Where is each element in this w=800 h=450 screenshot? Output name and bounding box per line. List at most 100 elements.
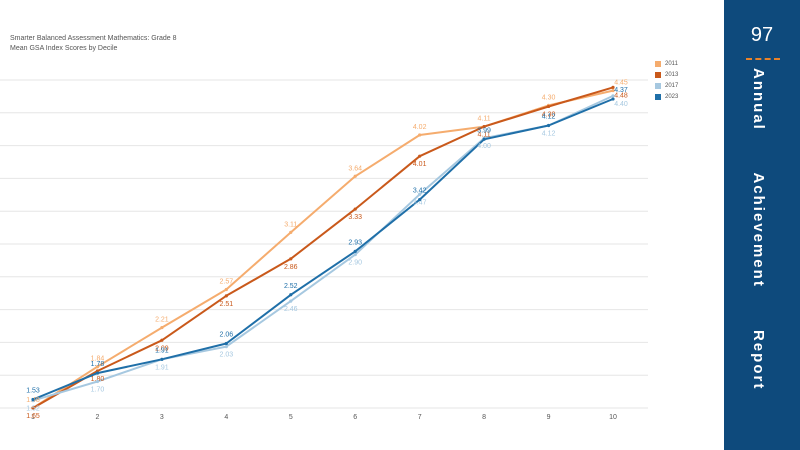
data-point-2013 — [546, 104, 551, 109]
data-label-2023: 1.78 — [91, 361, 105, 368]
x-tick-label: 3 — [160, 414, 164, 421]
legend-item-2013: 2013 — [655, 70, 678, 80]
chart-title: Smarter Balanced Assessment Mathematics:… — [10, 35, 177, 42]
data-label-2017: 4.00 — [477, 143, 491, 150]
data-label-2013: 3.33 — [348, 214, 362, 221]
data-point-2017 — [289, 299, 293, 303]
line-chart: 123456789101.481.842.212.573.113.644.024… — [0, 79, 648, 421]
data-label-2013: 2.09 — [155, 345, 169, 352]
data-point-2023 — [31, 397, 35, 402]
x-tick-label: 6 — [353, 414, 357, 421]
data-label-2017: 1.70 — [91, 387, 105, 394]
report-title: Annual Achievement Report — [750, 68, 767, 391]
chart-subtitle: Mean GSA Index Scores by Decile — [10, 45, 118, 52]
data-point-2023 — [611, 97, 615, 101]
data-label-2023: 1.91 — [155, 347, 169, 354]
series-line-2023 — [32, 98, 614, 401]
data-label-2013: 4.30 — [542, 111, 556, 118]
data-point-2017 — [224, 345, 228, 349]
page-number: 97 — [750, 24, 774, 46]
data-label-2017: 2.46 — [284, 306, 298, 313]
legend-swatch-2017 — [655, 83, 661, 89]
data-label-2017: 4.12 — [542, 130, 556, 137]
data-label-2011: 3.64 — [348, 165, 362, 172]
data-point-2011 — [418, 133, 422, 137]
data-label-2011: 4.11 — [478, 116, 491, 123]
series-line-2017 — [32, 94, 614, 402]
data-point-2023 — [546, 123, 551, 128]
x-tick-label: 7 — [418, 414, 422, 421]
x-tick-label: 2 — [95, 414, 99, 421]
data-point-2013 — [160, 338, 164, 342]
x-tick-label: 4 — [224, 414, 228, 421]
data-label-2017: 1.91 — [155, 364, 169, 371]
data-label-2023: 3.42 — [413, 188, 427, 195]
data-point-2017 — [353, 252, 357, 257]
data-label-2011: 2.21 — [155, 317, 169, 324]
data-point-2011 — [289, 230, 293, 234]
series-line-2013 — [32, 86, 614, 409]
data-label-2013: 4.01 — [413, 161, 427, 168]
chart-area: Smarter Balanced Assessment Mathematics:… — [0, 35, 678, 421]
x-tick-label: 1 — [31, 414, 35, 421]
data-point-2013 — [353, 207, 357, 211]
data-label-2011: 3.11 — [284, 221, 297, 228]
data-point-2011 — [353, 174, 357, 178]
data-label-2023: 3.99 — [477, 127, 491, 134]
data-label-2013: 2.86 — [284, 264, 298, 271]
data-label-2017: 4.40 — [614, 101, 628, 108]
data-label-2023: 2.52 — [284, 283, 298, 290]
data-point-2017 — [95, 379, 100, 384]
data-label-2011: 4.02 — [413, 124, 427, 131]
data-point-2023 — [482, 137, 486, 141]
data-label-2017: 1.52 — [26, 406, 40, 413]
data-point-2013 — [482, 124, 486, 129]
x-tick-label: 8 — [482, 414, 486, 421]
data-label-2017: 3.47 — [413, 199, 427, 206]
x-tick-label: 9 — [547, 414, 551, 421]
data-point-2013 — [418, 154, 422, 158]
data-label-2013: 1.65 — [26, 413, 40, 420]
data-point-2011 — [160, 325, 164, 330]
data-label-2017: 2.90 — [348, 260, 362, 267]
data-point-2011 — [611, 88, 615, 93]
data-point-2017 — [418, 192, 422, 196]
legend-item-2011: 2011 — [655, 59, 678, 69]
data-point-2023 — [353, 249, 357, 254]
data-label-2023: 2.93 — [348, 239, 362, 246]
data-label-2017: 2.03 — [220, 352, 234, 359]
data-point-2011 — [95, 365, 100, 369]
legend-label-2013: 2013 — [665, 72, 679, 78]
legend-swatch-2013 — [655, 72, 661, 78]
data-point-2011 — [224, 287, 228, 292]
data-label-2011: 4.45 — [614, 80, 628, 87]
legend-swatch-2011 — [655, 61, 661, 67]
data-point-2013 — [289, 257, 293, 261]
x-tick-label: 5 — [289, 414, 293, 421]
data-label-2013: 2.51 — [220, 301, 234, 308]
legend-item-2017: 2017 — [655, 81, 678, 91]
data-label-2023: 4.37 — [614, 87, 628, 94]
data-point-2023 — [418, 197, 422, 202]
report-sidebar: 97 Annual Achievement Report — [724, 0, 800, 450]
data-label-2013: 4.48 — [614, 92, 628, 99]
data-label-2013: 1.80 — [91, 376, 105, 383]
legend-label-2011: 2011 — [665, 61, 678, 67]
x-tick-label: 10 — [609, 414, 617, 421]
legend-swatch-2023 — [655, 94, 661, 100]
data-point-2023 — [289, 293, 293, 297]
data-point-2023 — [95, 371, 100, 375]
data-label-2023: 4.12 — [542, 113, 556, 120]
data-point-2013 — [31, 406, 35, 410]
data-point-2013 — [611, 85, 615, 90]
data-point-2023 — [224, 341, 228, 346]
accent-divider — [746, 58, 780, 60]
legend-item-2023: 2023 — [655, 92, 678, 102]
data-point-2023 — [160, 357, 164, 361]
legend-label-2023: 2023 — [665, 94, 679, 100]
data-point-2017 — [611, 94, 615, 98]
data-label-2011: 1.84 — [91, 356, 105, 363]
data-label-2023: 2.06 — [220, 331, 234, 338]
data-label-2011: 4.30 — [542, 94, 556, 101]
legend: 2011 2013 2017 2023 — [655, 59, 678, 103]
